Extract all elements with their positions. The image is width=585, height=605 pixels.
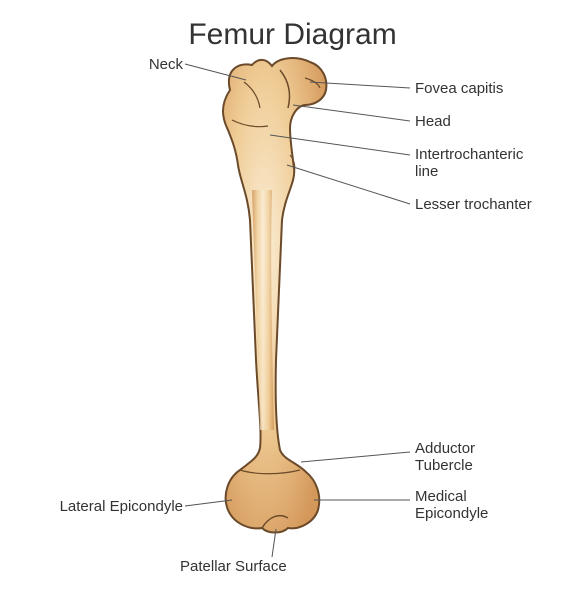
label-adductor-tubercle: Adductor Tubercle xyxy=(415,440,475,475)
femur-diagram: Femur Diagram Neck Fovea capitis Head In… xyxy=(0,0,585,600)
label-lesser-trochanter: Lesser trochanter xyxy=(415,196,532,213)
label-lateral-epicondyle: Lateral Epicondyle xyxy=(60,498,183,515)
label-intertrochanteric-line: Intertrochanteric line xyxy=(415,146,523,181)
label-medical-epicondyle: Medical Epicondyle xyxy=(415,488,488,523)
label-patellar-surface: Patellar Surface xyxy=(180,558,287,575)
page-title: Femur Diagram xyxy=(188,18,396,52)
label-head: Head xyxy=(415,113,451,130)
label-neck: Neck xyxy=(149,56,183,73)
label-fovea-capitis: Fovea capitis xyxy=(415,80,503,97)
